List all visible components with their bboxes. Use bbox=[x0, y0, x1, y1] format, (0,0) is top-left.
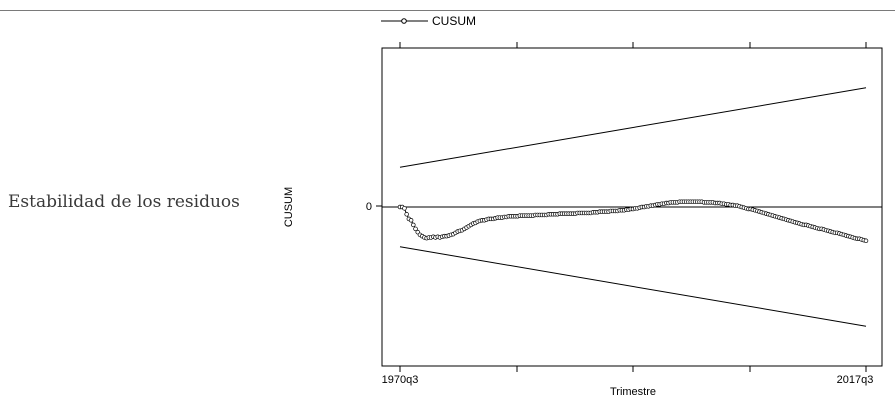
y-tick-label: 0 bbox=[366, 201, 372, 213]
legend: CUSUM bbox=[381, 14, 476, 28]
cusum-point bbox=[402, 206, 407, 211]
top-rule bbox=[0, 10, 895, 11]
cusum-point bbox=[413, 226, 418, 232]
lower-bound-line bbox=[399, 246, 867, 327]
cusum-point bbox=[411, 222, 416, 228]
x-axis-ticks bbox=[399, 42, 867, 372]
x-tick-label-start: 1970q3 bbox=[382, 374, 419, 386]
y-axis-label: CUSUM bbox=[283, 187, 295, 227]
cusum-point bbox=[863, 238, 869, 244]
plot-layer bbox=[382, 87, 882, 327]
upper-bound-line bbox=[399, 87, 867, 168]
cusum-point bbox=[404, 212, 409, 217]
legend-label: CUSUM bbox=[432, 14, 476, 28]
x-axis-label: Trimestre bbox=[610, 386, 656, 398]
side-label: Estabilidad de los residuos bbox=[8, 192, 240, 212]
legend-marker bbox=[401, 18, 407, 24]
cusum-point bbox=[408, 218, 414, 223]
x-tick-label-end: 2017q3 bbox=[837, 374, 874, 386]
